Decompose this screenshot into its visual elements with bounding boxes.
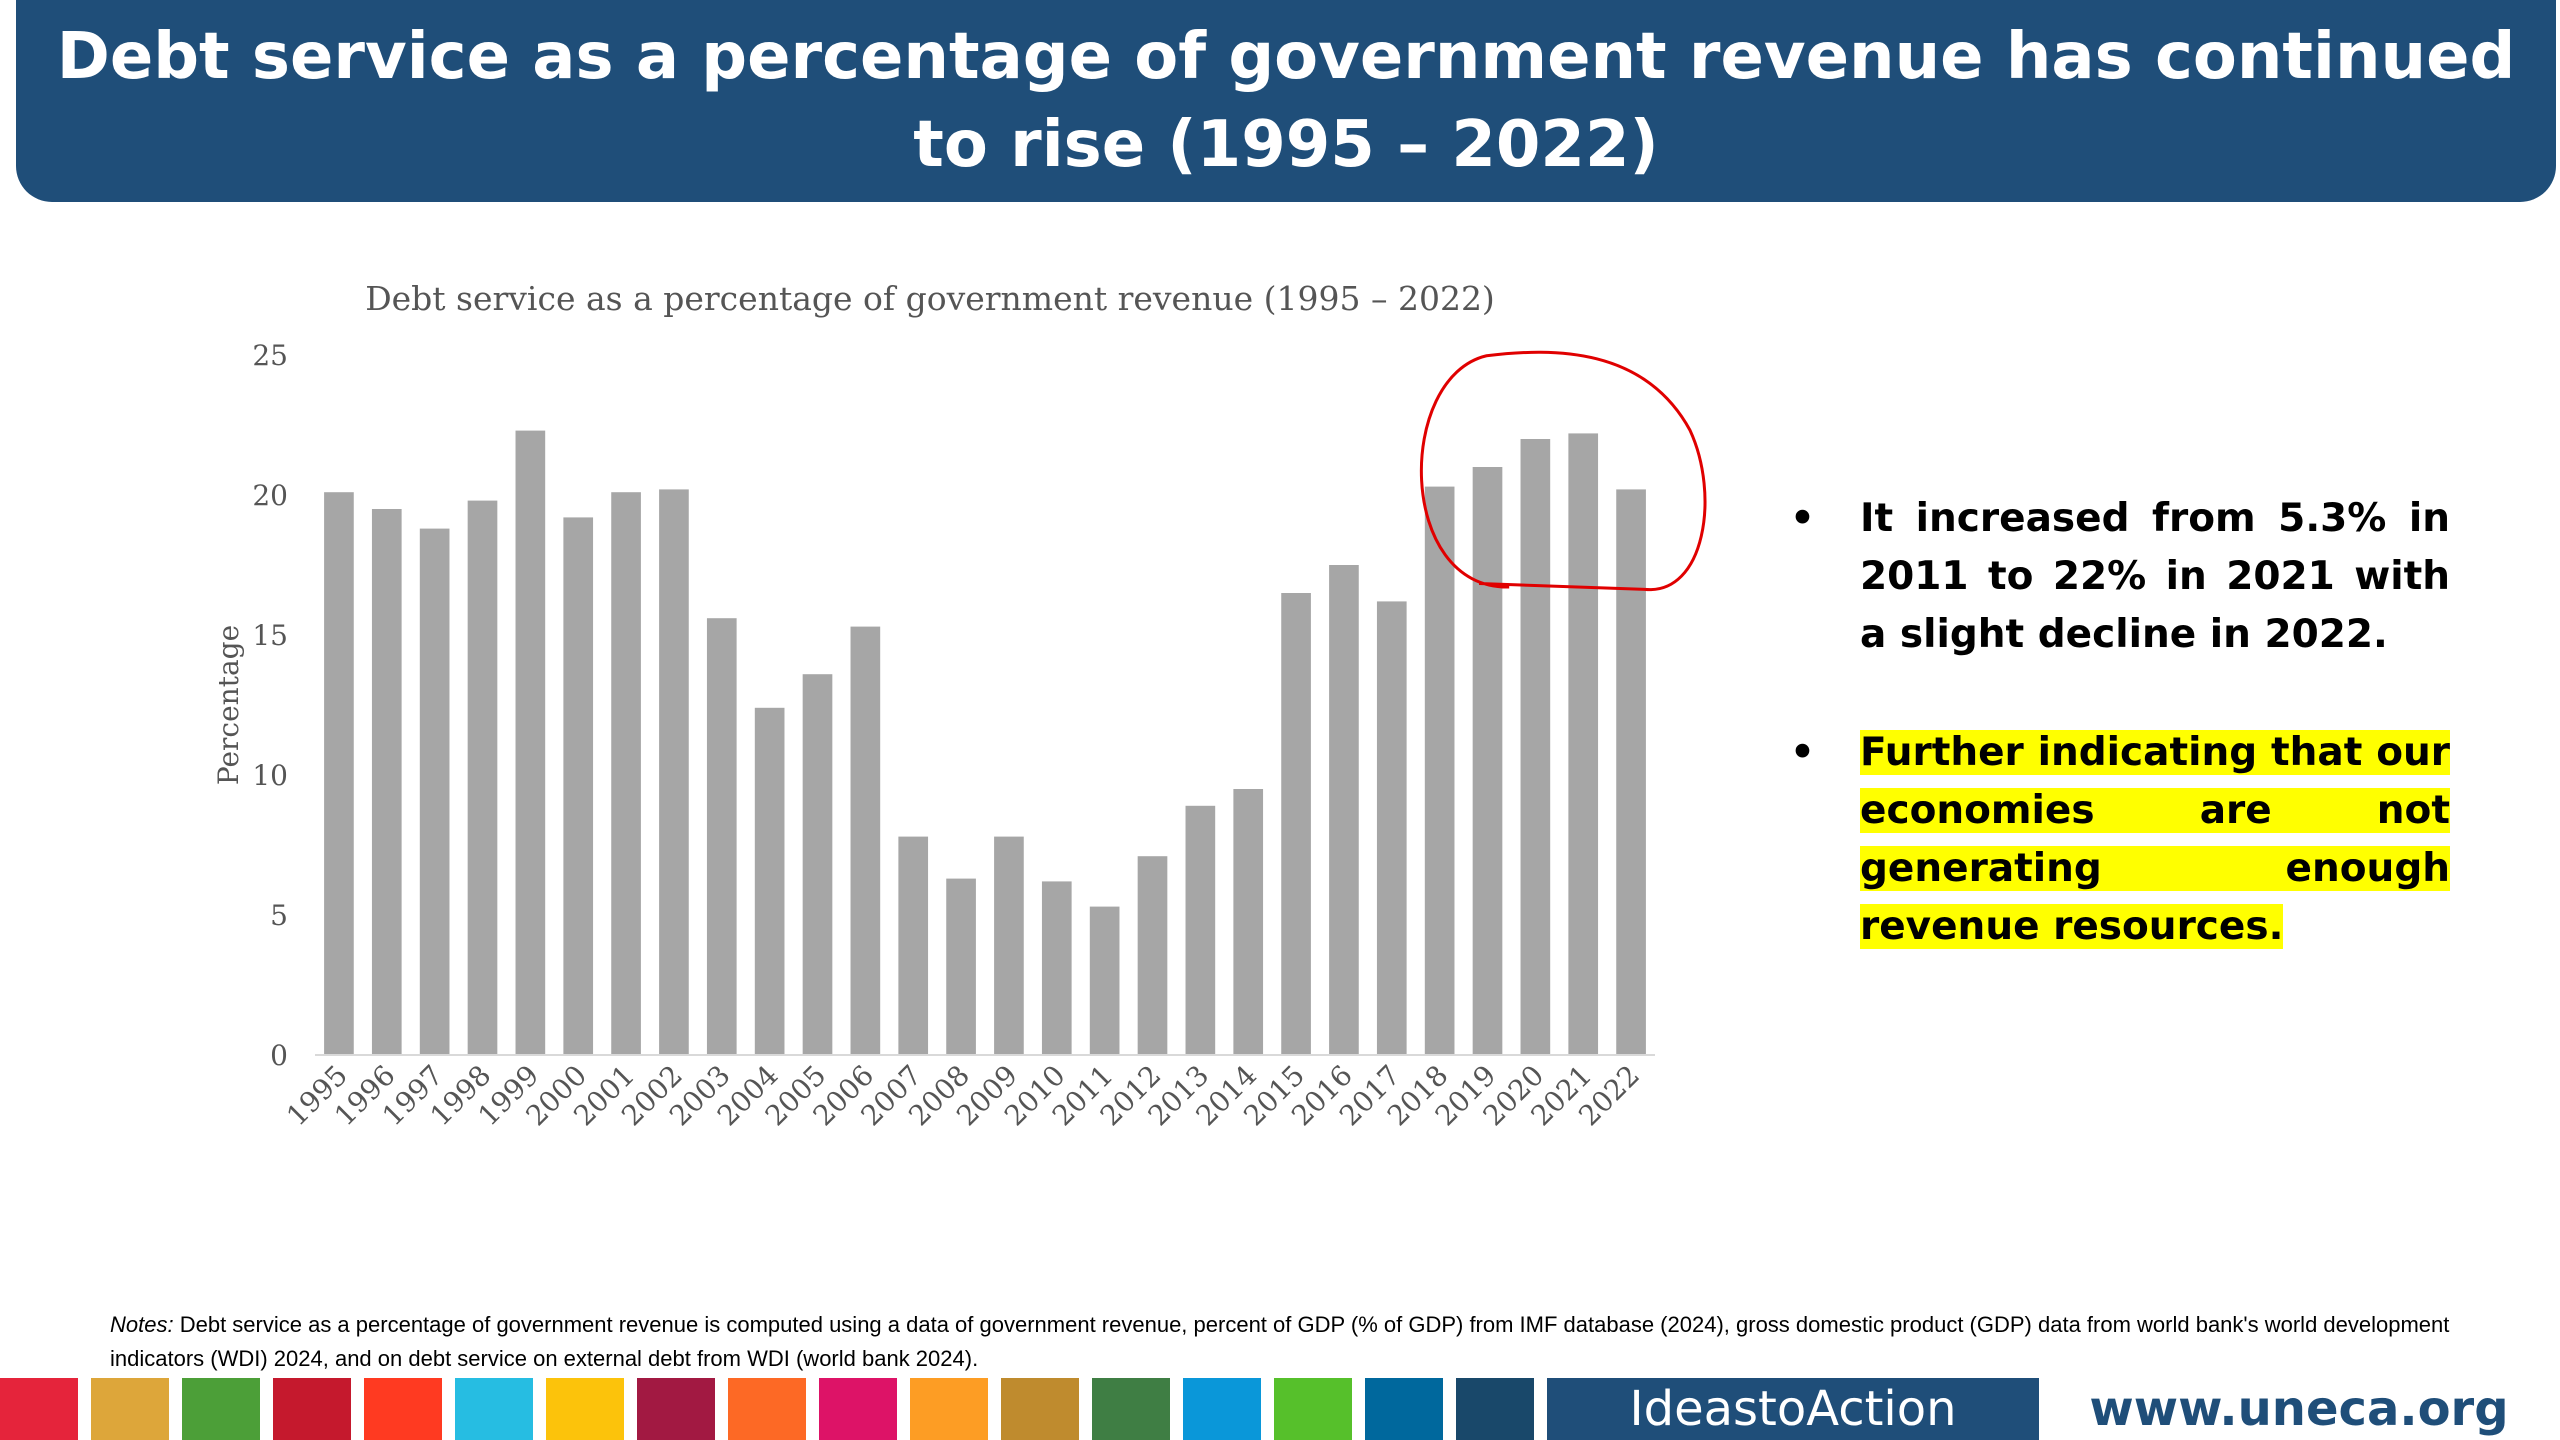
sdg-color-tile bbox=[1456, 1378, 1534, 1440]
y-tick-label: 5 bbox=[270, 899, 288, 932]
bar-2017 bbox=[1376, 601, 1407, 1055]
bar-2000 bbox=[563, 517, 594, 1055]
bar-2001 bbox=[611, 492, 641, 1055]
bar-2021 bbox=[1568, 433, 1599, 1055]
sdg-color-tile bbox=[819, 1378, 897, 1440]
footer: IdeastoAction www.uneca.org bbox=[0, 1378, 2560, 1440]
bar-2014 bbox=[1233, 789, 1264, 1055]
bar-1995 bbox=[324, 492, 354, 1055]
sdg-color-tile bbox=[0, 1378, 78, 1440]
bar-2010 bbox=[1041, 881, 1072, 1055]
sdg-color-tile bbox=[364, 1378, 442, 1440]
bar-2022 bbox=[1616, 489, 1646, 1055]
sdg-color-tile bbox=[182, 1378, 260, 1440]
sdg-color-tile bbox=[1092, 1378, 1170, 1440]
sdg-color-tile bbox=[1274, 1378, 1352, 1440]
bars bbox=[324, 430, 1646, 1056]
bar-2019 bbox=[1472, 467, 1503, 1055]
y-tick-label: 10 bbox=[252, 759, 288, 792]
chart-title: Debt service as a percentage of governme… bbox=[365, 279, 1495, 318]
bar-2009 bbox=[994, 836, 1024, 1055]
bar-2002 bbox=[659, 489, 689, 1055]
sdg-color-tile bbox=[728, 1378, 806, 1440]
bar-2006 bbox=[850, 626, 881, 1055]
y-tick-label: 0 bbox=[270, 1039, 288, 1072]
ideas-to-action-logo: IdeastoAction bbox=[1547, 1378, 2039, 1440]
bar-1997 bbox=[419, 528, 450, 1055]
bar-2008 bbox=[946, 878, 976, 1055]
source-notes: Notes: Debt service as a percentage of g… bbox=[110, 1308, 2480, 1376]
bullet-list: • It increased from 5.3% in 2011 to 22% … bbox=[1790, 490, 2450, 956]
y-tick-label: 25 bbox=[252, 339, 288, 372]
y-axis-label: Percentage bbox=[212, 625, 245, 785]
bar-2013 bbox=[1185, 805, 1216, 1055]
notes-text: Debt service as a percentage of governme… bbox=[110, 1312, 2450, 1371]
sdg-color-tile bbox=[910, 1378, 988, 1440]
bullet-marker: • bbox=[1790, 730, 1815, 775]
bar-1999 bbox=[515, 430, 546, 1056]
sdg-color-tile bbox=[637, 1378, 715, 1440]
sdg-color-tile bbox=[1001, 1378, 1079, 1440]
bar-2007 bbox=[898, 836, 929, 1055]
bullet-text-1: It increased from 5.3% in 2011 to 22% in… bbox=[1860, 496, 2450, 657]
sdg-color-tile bbox=[546, 1378, 624, 1440]
slide-title: Debt service as a percentage of governme… bbox=[56, 20, 2516, 182]
x-axis-ticks: 1995199619971998199920002001200220032004… bbox=[280, 1059, 1646, 1133]
sdg-color-tile bbox=[1365, 1378, 1443, 1440]
bar-2012 bbox=[1137, 856, 1168, 1055]
bar-2003 bbox=[706, 618, 737, 1055]
y-tick-label: 15 bbox=[252, 619, 288, 652]
sdg-color-tile bbox=[1183, 1378, 1261, 1440]
y-axis-ticks: 0 5 10 15 20 25 bbox=[252, 339, 288, 1072]
bullet-marker: • bbox=[1790, 496, 1815, 541]
y-tick-label: 20 bbox=[252, 479, 288, 512]
bar-1996 bbox=[371, 509, 402, 1055]
sdg-color-tile bbox=[455, 1378, 533, 1440]
bar-2020 bbox=[1520, 439, 1551, 1055]
bar-2004 bbox=[754, 707, 785, 1055]
bullet-text-2: Further indicating that our economies ar… bbox=[1860, 730, 2450, 949]
bar-2016 bbox=[1329, 565, 1359, 1055]
website-link[interactable]: www.uneca.org bbox=[2089, 1381, 2509, 1437]
highlight-circle bbox=[1419, 350, 1707, 591]
bullet-item-2: • Further indicating that our economies … bbox=[1790, 724, 2450, 956]
sdg-color-tile bbox=[91, 1378, 169, 1440]
notes-label: Notes: bbox=[110, 1312, 174, 1337]
bar-2011 bbox=[1089, 906, 1120, 1055]
bar-2005 bbox=[802, 674, 833, 1055]
title-banner: Debt service as a percentage of governme… bbox=[16, 0, 2556, 202]
bullet-item-1: • It increased from 5.3% in 2011 to 22% … bbox=[1790, 490, 2450, 664]
sdg-color-tile bbox=[273, 1378, 351, 1440]
bar-2018 bbox=[1424, 486, 1455, 1056]
bar-2015 bbox=[1281, 593, 1311, 1055]
bar-1998 bbox=[467, 500, 498, 1056]
